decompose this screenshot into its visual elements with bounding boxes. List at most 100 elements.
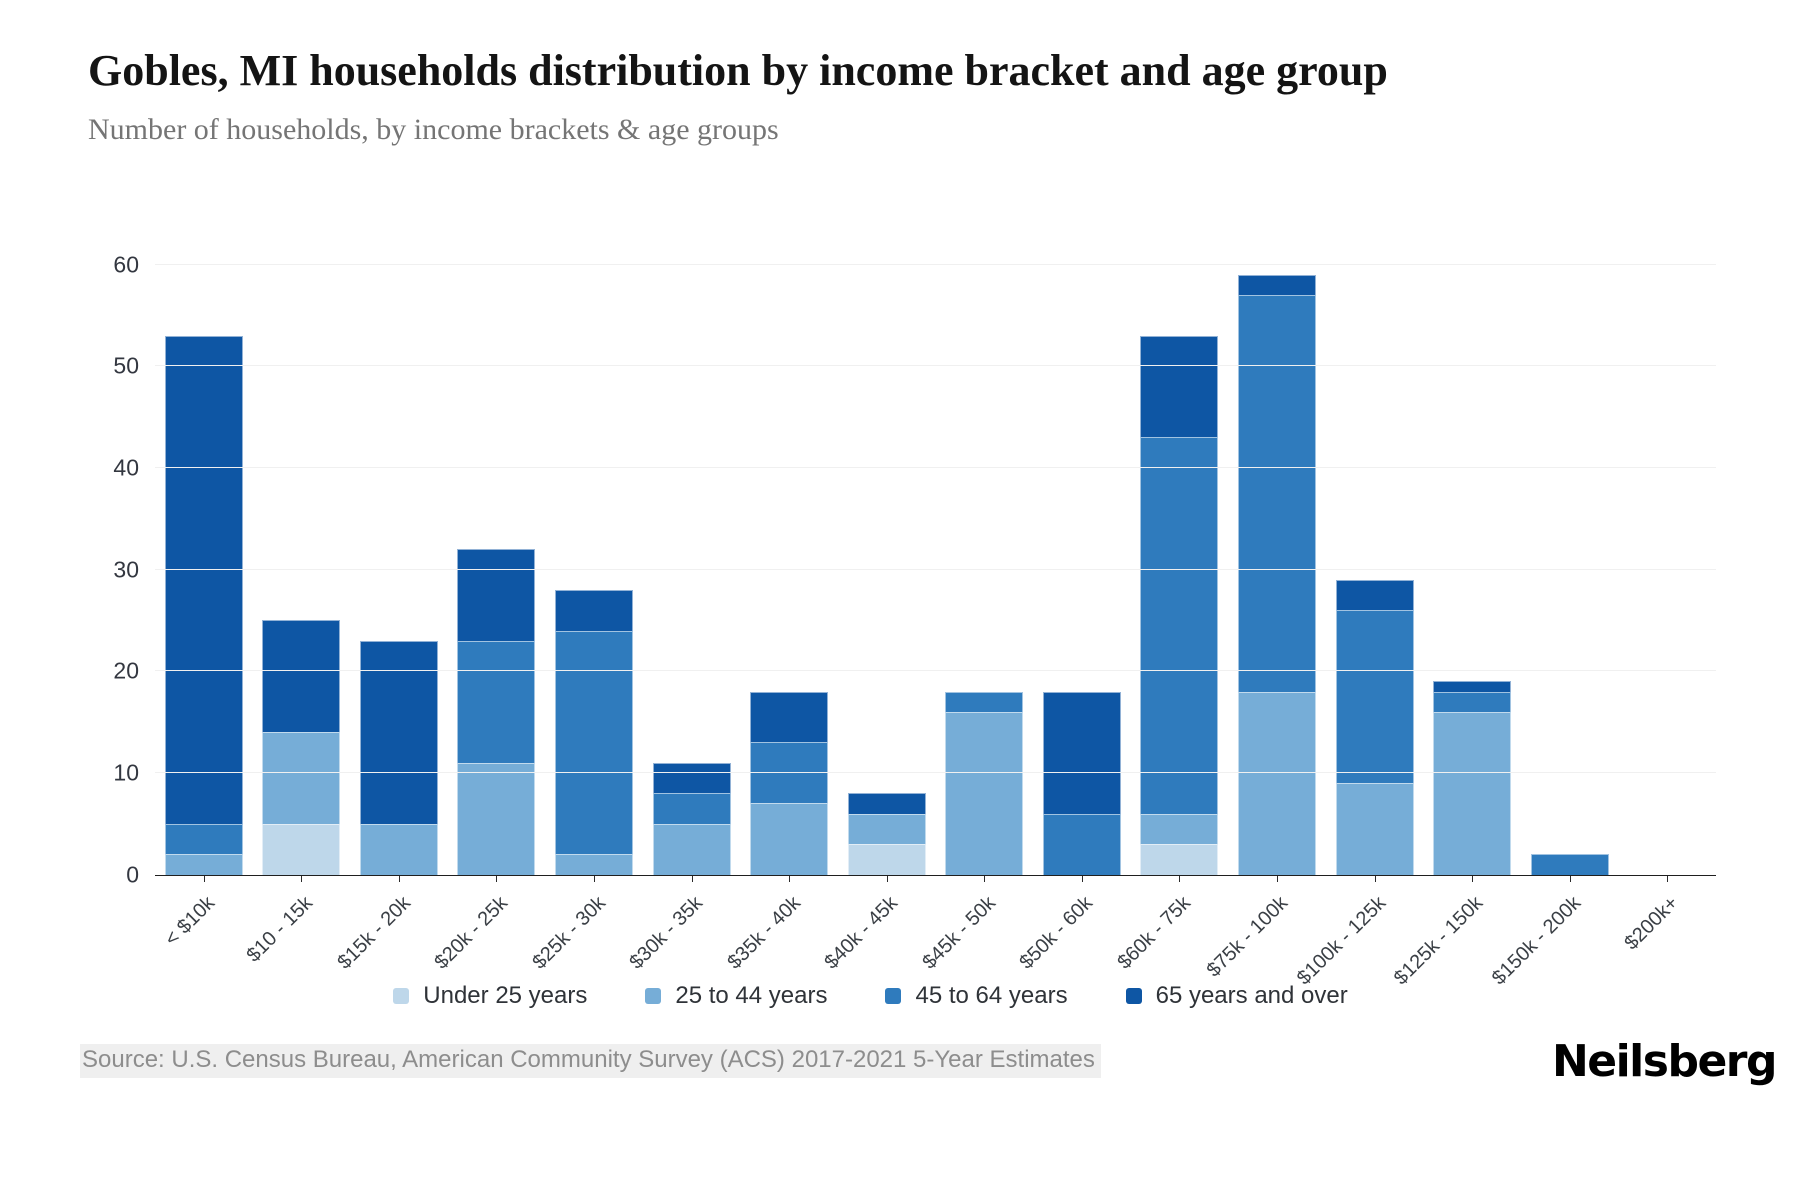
x-axis-label: $10 - 15k — [242, 891, 317, 967]
legend-item[interactable]: 65 years and over — [1125, 981, 1348, 1010]
x-label-cell: $25k - 30k — [528, 876, 643, 980]
bar-segment[interactable] — [750, 691, 829, 743]
bar-segment[interactable] — [359, 640, 438, 824]
bar-segment[interactable] — [457, 549, 536, 641]
bar-segment[interactable] — [1530, 854, 1609, 875]
bar-segment[interactable] — [164, 854, 243, 875]
page-title: Gobles, MI households distribution by in… — [88, 46, 1388, 95]
bar-column — [838, 265, 936, 882]
x-axis-tick — [886, 875, 888, 882]
x-axis-tick — [398, 875, 400, 882]
bar-column — [643, 265, 741, 882]
bar-segment[interactable] — [457, 640, 536, 763]
legend-label: Under 25 years — [423, 981, 588, 1009]
bar-segment[interactable] — [1335, 610, 1414, 784]
bar-segment[interactable] — [164, 335, 243, 824]
bar-segment[interactable] — [1140, 437, 1219, 814]
legend-label: 65 years and over — [1155, 981, 1348, 1009]
bar-segment[interactable] — [945, 711, 1024, 875]
stacked-bar — [164, 335, 243, 875]
legend-swatch-icon — [645, 987, 662, 1004]
bar-segment[interactable] — [555, 854, 634, 875]
bar-segment[interactable] — [1237, 295, 1316, 692]
legend-item[interactable]: 25 to 44 years — [645, 982, 827, 1010]
bar-segment[interactable] — [1335, 579, 1414, 611]
x-axis-label: < $10k — [160, 891, 220, 951]
gridline-y-10 — [155, 771, 1716, 773]
bar-column — [1228, 265, 1326, 882]
bar-segment[interactable] — [1042, 691, 1121, 814]
x-axis-tick — [301, 875, 303, 882]
bar-segment[interactable] — [164, 823, 243, 855]
bar-column — [253, 265, 351, 882]
x-label-cell: $150k - 200k — [1488, 876, 1619, 989]
stacked-bar — [847, 793, 926, 875]
legend-label: 25 to 44 years — [675, 981, 828, 1009]
bar-column — [350, 265, 448, 882]
bar-column — [1033, 265, 1131, 882]
gridline-y-60 — [155, 263, 1716, 265]
bar-segment[interactable] — [262, 732, 341, 824]
x-axis-tick — [1081, 875, 1083, 882]
bar-segment[interactable] — [652, 793, 731, 824]
bar-segment[interactable] — [1433, 711, 1512, 875]
bar-segment[interactable] — [750, 803, 829, 875]
plot-area: 0 10 20 30 40 50 60 — [113, 253, 1716, 886]
stacked-bar — [262, 620, 341, 875]
x-label-cell: $45k - 50k — [918, 876, 1034, 980]
x-label-cell: $30k - 35k — [626, 876, 741, 980]
bar-segment[interactable] — [457, 762, 536, 875]
bar-column — [1423, 265, 1521, 882]
bar-segment[interactable] — [1140, 335, 1219, 438]
stacked-bar — [1530, 854, 1609, 875]
bar-segment[interactable] — [1433, 681, 1512, 692]
bar-segment[interactable] — [555, 630, 634, 855]
source-text: Source: U.S. Census Bureau, American Com… — [80, 1044, 1101, 1079]
bar-segment[interactable] — [945, 691, 1024, 712]
bar-column — [545, 265, 643, 882]
bar-column — [1326, 265, 1424, 882]
x-axis-labels: < $10k $10 - 15k $15k - 20k $20k - 25k $25k … — [155, 876, 1716, 989]
stacked-bar — [750, 691, 829, 875]
x-axis-tick — [691, 875, 693, 882]
bar-column — [936, 265, 1034, 882]
stacked-bar — [1237, 274, 1316, 875]
bar-column — [1131, 265, 1229, 882]
bar-segment[interactable] — [262, 823, 341, 875]
x-axis-tick — [1569, 875, 1571, 882]
y-axis-tick-label: 50 — [113, 352, 139, 379]
chart-header: Gobles, MI households distribution by in… — [0, 0, 1800, 147]
stacked-bar — [1433, 681, 1512, 875]
y-axis-tick-label: 20 — [113, 657, 139, 684]
x-axis-tick — [1374, 875, 1376, 882]
x-label-cell: < $10k — [155, 876, 253, 980]
bar-segment[interactable] — [1433, 691, 1512, 712]
x-axis-tick — [1276, 875, 1278, 882]
legend-item[interactable]: 45 to 64 years — [885, 982, 1068, 1010]
x-label-cell: $15k - 20k — [333, 876, 448, 980]
bar-segment[interactable] — [1335, 783, 1414, 875]
stacked-bar — [652, 762, 731, 875]
x-axis-tick — [594, 875, 596, 882]
bar-segment[interactable] — [750, 742, 829, 804]
bar-segment[interactable] — [652, 823, 731, 875]
stacked-bar — [1335, 579, 1414, 875]
bar-segment[interactable] — [1140, 813, 1219, 845]
bar-segment[interactable] — [1042, 813, 1121, 875]
bar-segment[interactable] — [555, 589, 634, 631]
bar-segment[interactable] — [847, 793, 926, 814]
x-axis-tick — [1179, 875, 1181, 882]
bar-segment[interactable] — [1237, 274, 1316, 296]
bar-column — [1521, 265, 1619, 882]
bar-column — [155, 265, 253, 882]
stacked-bar — [555, 589, 634, 875]
stacked-bar — [359, 640, 438, 875]
bar-segment[interactable] — [847, 844, 926, 875]
bar-segment[interactable] — [1237, 691, 1316, 875]
bar-segment[interactable] — [652, 762, 731, 794]
bar-segment[interactable] — [359, 823, 438, 875]
legend-item[interactable]: Under 25 years — [393, 982, 587, 1010]
bar-segment[interactable] — [1140, 844, 1219, 875]
bar-segment[interactable] — [262, 620, 341, 733]
bar-segment[interactable] — [847, 813, 926, 845]
